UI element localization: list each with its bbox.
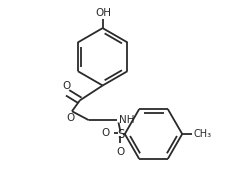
Text: O: O xyxy=(62,81,71,91)
Text: O: O xyxy=(66,113,75,123)
Text: OH: OH xyxy=(96,8,112,18)
Text: NH: NH xyxy=(119,115,135,125)
Text: CH₃: CH₃ xyxy=(193,129,211,139)
Text: O: O xyxy=(101,128,110,138)
Text: O: O xyxy=(116,147,125,157)
Text: S: S xyxy=(117,128,124,140)
